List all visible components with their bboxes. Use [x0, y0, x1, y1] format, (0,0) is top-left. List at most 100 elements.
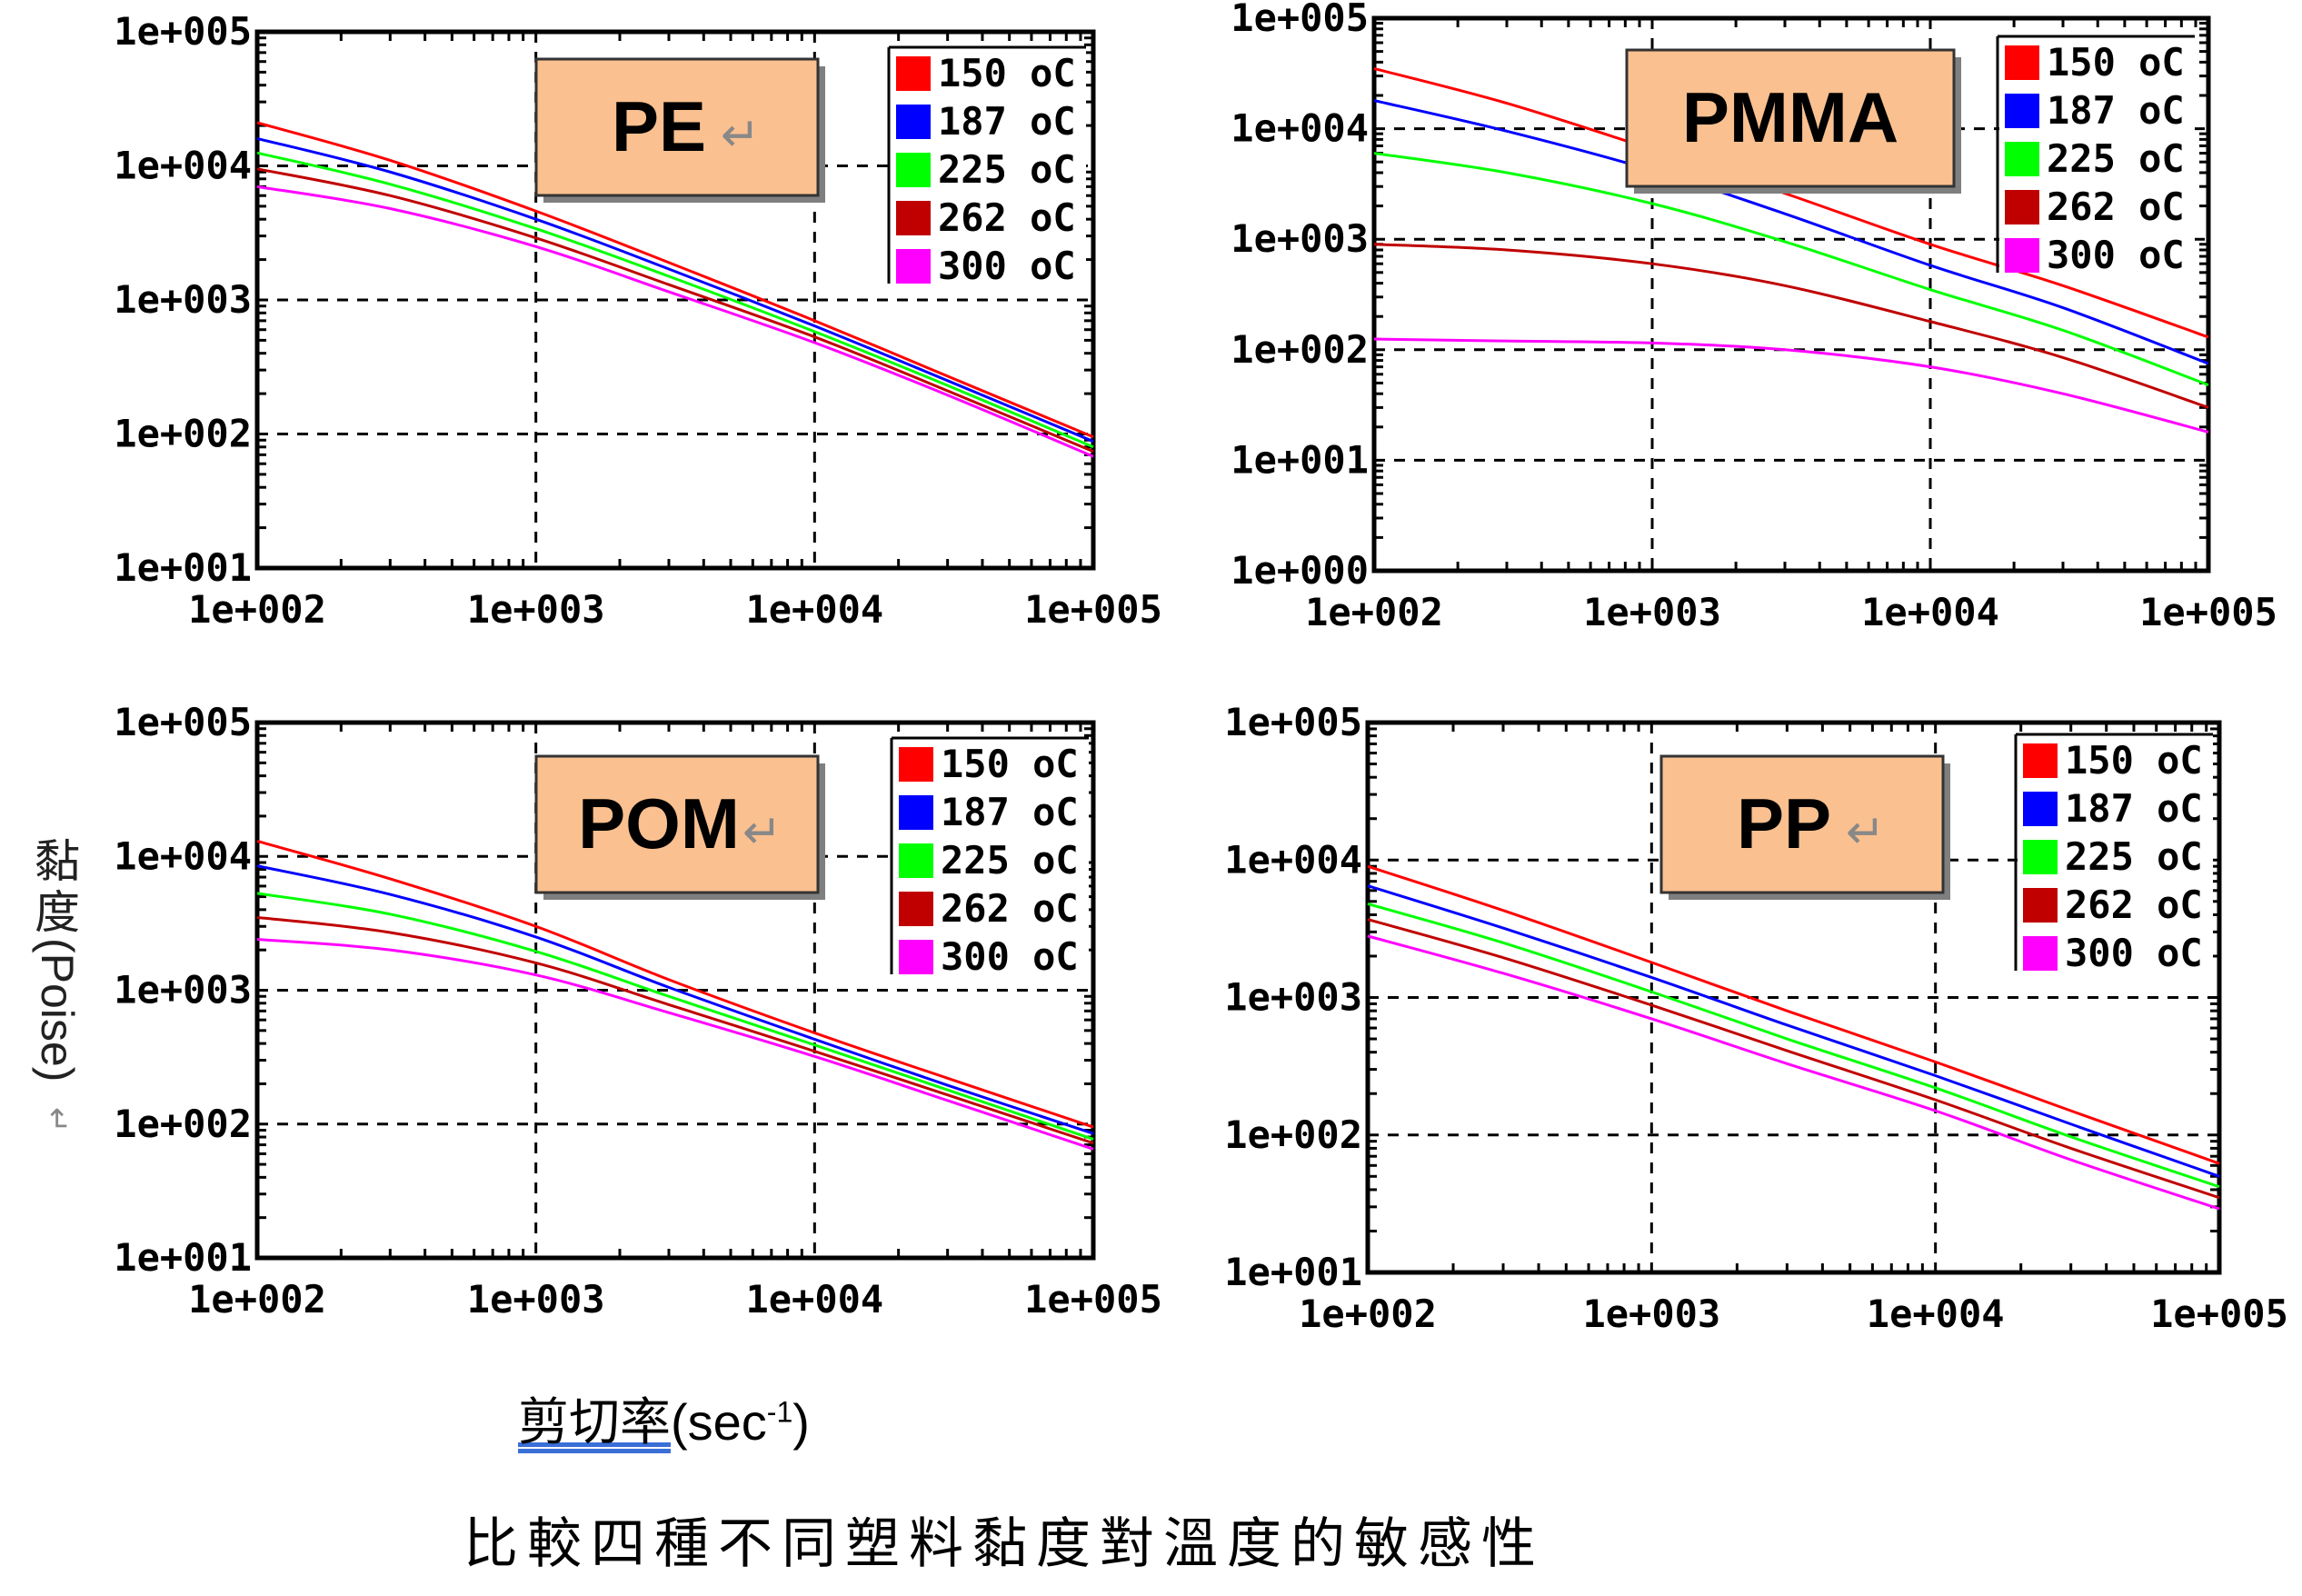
panel-pom-legend-swatch [899, 892, 933, 926]
panel-pmma-y-tick-label: 1e+000 [1231, 548, 1369, 593]
panel-pp-y-tick-label: 1e+005 [1224, 700, 1362, 744]
panel-pmma-x-tick-label: 1e+003 [1583, 590, 1721, 634]
panel-pom-y-tick-label: 1e+004 [114, 833, 252, 878]
panel-pmma-legend-label: 225 oC [2047, 136, 2185, 181]
y-axis-label: 黏度 (Poise) ↵ [25, 836, 89, 1142]
panel-pe-series-262oc [256, 167, 1094, 454]
panel-pom-y-tick-label: 1e+002 [114, 1102, 252, 1146]
panel-pom: 1e+002 1e+003 1e+004 1e+0051e+0011e+0021e+0… [114, 700, 1162, 1322]
panel-pe-series-150oc [256, 121, 1094, 439]
panel-pe-x-tick-label: 1e+004 [745, 587, 883, 632]
panel-pmma-series-300oc [1373, 337, 2209, 434]
panel-pe: 1e+002 1e+003 1e+004 1e+0051e+0011e+0021e+0… [114, 9, 1162, 632]
panel-pom-series-225oc [256, 892, 1094, 1141]
panel-pp-x-tick-label: 1e+005 [2150, 1292, 2288, 1336]
panel-pmma-legend-swatch [2005, 142, 2039, 176]
panel-pmma-title: PMMA [1682, 77, 1898, 157]
panel-pe-legend-swatch [896, 249, 931, 284]
panel-pom-x-tick-label: 1e+004 [745, 1277, 883, 1322]
panel-pe-y-tick-label: 1e+001 [114, 545, 252, 590]
panel-pe-legend-swatch [896, 56, 931, 91]
panel-pp-legend-swatch [2023, 840, 2058, 874]
panel-pmma-x-tick-label: 1e+002 [1305, 590, 1443, 634]
panel-pp-series-225oc [1367, 903, 2220, 1189]
panel-pmma-y-tick-label: 1e+004 [1231, 106, 1369, 151]
panel-pmma-legend-label: 300 oC [2047, 233, 2185, 277]
x-axis-label: 剪切率(sec-1) [518, 1382, 810, 1455]
panel-pe-series-225oc [256, 151, 1094, 449]
panel-pmma: 1e+002 1e+003 1e+004 1e+005 1e+000 1e+001 1e+0… [1231, 0, 2277, 634]
panel-pmma-x-tick-label: 1e+004 [1861, 590, 1999, 634]
panel-pom-y-tick-label: 1e+005 [114, 700, 252, 744]
panel-pp-series-187oc [1367, 884, 2220, 1178]
panel-pp-legend-label: 150 oC [2065, 738, 2203, 783]
panel-pom-series-187oc [256, 864, 1094, 1135]
panel-pmma-y-tick-label: 1e+001 [1231, 437, 1369, 482]
panel-pmma-legend-label: 150 oC [2047, 40, 2185, 85]
panel-pmma-y-tick-label: 1e+003 [1231, 216, 1369, 261]
panel-pp-legend-label: 300 oC [2065, 931, 2203, 975]
panel-pom-legend-swatch [899, 747, 933, 782]
panel-pp-legend-swatch [2023, 792, 2058, 826]
panel-pp: 1e+002 1e+003 1e+004 1e+0051e+0011e+0021e+0… [1224, 700, 2288, 1336]
panel-pe-legend-label: 225 oC [938, 147, 1076, 192]
panel-pe-series-187oc [256, 136, 1094, 444]
y-axis-label-cjk: 黏度 [35, 835, 80, 939]
panel-pe-x-tick-label: 1e+003 [467, 587, 605, 632]
panel-pom-legend-label: 150 oC [941, 742, 1079, 786]
panel-pp-y-tick-label: 1e+001 [1224, 1250, 1362, 1294]
panel-pp-legend-swatch [2023, 936, 2058, 971]
panel-pp-legend-label: 262 oC [2065, 883, 2203, 927]
panel-pe-y-tick-label: 1e+003 [114, 277, 252, 322]
x-axis-label-close: ) [792, 1393, 810, 1451]
x-axis-label-exponent: -1 [766, 1395, 793, 1429]
panel-pe-legend-swatch [896, 201, 931, 235]
panel-pom-frame [254, 720, 1096, 1261]
panel-pom-series-262oc [256, 915, 1094, 1145]
panel-pe-legend-label: 262 oC [938, 195, 1076, 240]
panel-pom-title-mark: ↵ [742, 805, 782, 860]
panel-pe-y-tick-label: 1e+004 [114, 144, 252, 188]
panel-pp-series-300oc [1367, 934, 2220, 1211]
x-axis-label-cjk: 剪切率 [518, 1393, 671, 1452]
panel-pom-legend-swatch [899, 940, 933, 974]
panel-pp-title: PP [1737, 783, 1831, 863]
panel-pmma-frame [1371, 15, 2211, 574]
panel-pmma-y-tick-label: 1e+002 [1231, 327, 1369, 372]
panel-pmma-title-box [1625, 48, 1956, 188]
figure-caption: 比較四種不同塑料黏度對溫度的敏感性 [463, 1512, 1545, 1576]
panel-pom-legend-label: 225 oC [941, 838, 1079, 883]
panel-pom-title-box [534, 754, 820, 894]
panel-pp-title-box [1659, 754, 1945, 894]
panel-pmma-x-tick-label: 1e+005 [2139, 590, 2277, 634]
panel-pe-legend-swatch [896, 153, 931, 187]
panel-pe-legend-label: 300 oC [938, 244, 1076, 288]
panel-pe-legend-swatch [896, 105, 931, 139]
panel-pmma-series-262oc [1373, 243, 2209, 409]
panel-pp-legend-swatch [2023, 888, 2058, 923]
panel-pom-y-tick-label: 1e+001 [114, 1235, 252, 1280]
panel-pmma-series-187oc [1373, 99, 2209, 365]
panel-pp-series-262oc [1367, 918, 2220, 1200]
panel-pom-y-tick-label: 1e+003 [114, 968, 252, 1012]
panel-pe-y-tick-label: 1e+005 [114, 9, 252, 54]
panel-pp-frame [1365, 720, 2222, 1275]
panel-pe-legend-label: 187 oC [938, 99, 1076, 144]
panel-pom-x-tick-label: 1e+003 [467, 1277, 605, 1322]
panel-pp-series-150oc [1367, 864, 2220, 1165]
panel-pmma-series-225oc [1373, 152, 2209, 386]
panel-pe-title-box [534, 57, 820, 197]
panel-pom-x-tick-label: 1e+002 [188, 1277, 326, 1322]
panel-pe-y-tick-label: 1e+002 [114, 412, 252, 456]
panel-pmma-legend-swatch [2005, 45, 2039, 80]
panel-pp-y-tick-label: 1e+004 [1224, 837, 1362, 882]
panel-pom-legend-swatch [899, 843, 933, 878]
panel-pom-series-150oc [256, 840, 1094, 1129]
panel-pp-y-tick-label: 1e+003 [1224, 975, 1362, 1020]
panel-pom-title: POM [578, 783, 740, 863]
panel-pmma-legend-swatch [2005, 94, 2039, 128]
panel-pp-x-tick-label: 1e+003 [1582, 1292, 1720, 1336]
panel-pom-legend-label: 262 oC [941, 886, 1079, 931]
panel-pom-legend-label: 300 oC [941, 934, 1079, 979]
